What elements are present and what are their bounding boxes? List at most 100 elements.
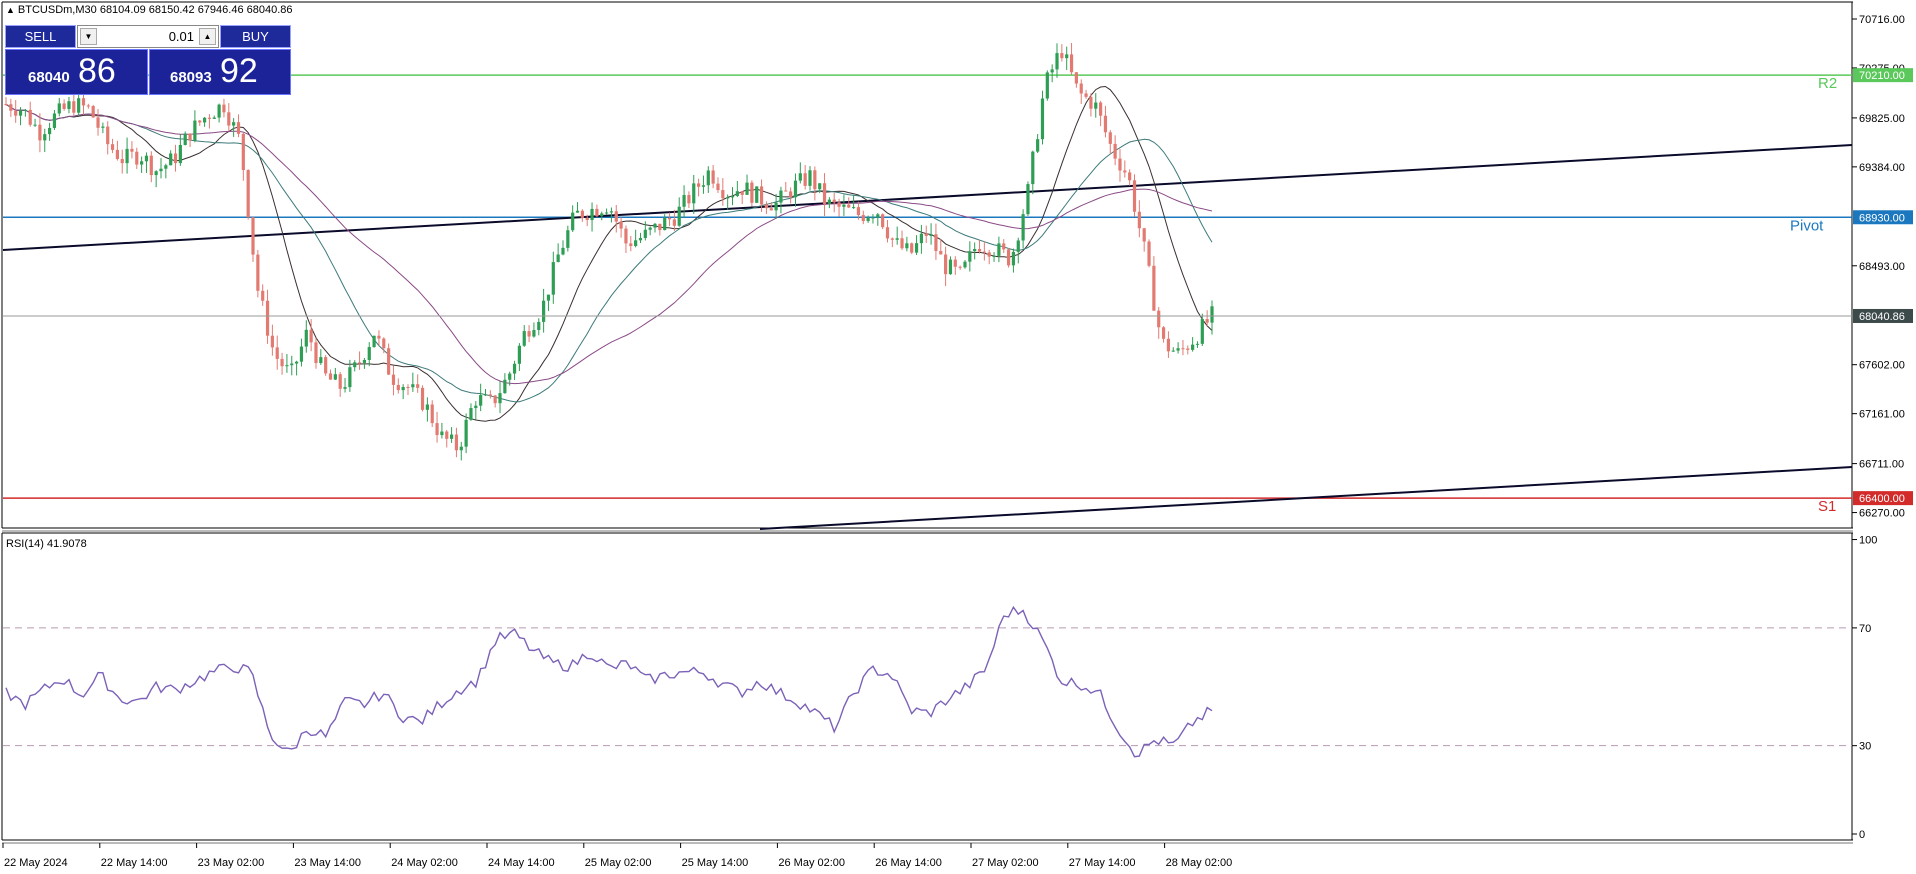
- candle: [261, 284, 265, 306]
- level-lines: R2 70210.00 Pivot 68930.00 S1 66400.00: [3, 68, 1913, 515]
- candle: [798, 162, 802, 184]
- candle: [876, 213, 880, 226]
- candle: [67, 96, 71, 114]
- candle: [396, 378, 400, 394]
- candle: [241, 132, 245, 181]
- price-tick-label: 66711.00: [1859, 459, 1904, 471]
- level-name: S1: [1818, 498, 1836, 515]
- level-pivot[interactable]: Pivot 68930.00: [3, 210, 1913, 234]
- candle: [808, 166, 812, 191]
- candle: [953, 256, 957, 275]
- sell-price-button[interactable]: 68040 86: [5, 49, 148, 95]
- candle: [18, 107, 23, 126]
- candle: [411, 372, 415, 392]
- candle: [512, 360, 517, 380]
- candle: [343, 378, 347, 393]
- buy-button[interactable]: BUY: [220, 25, 291, 48]
- time-tick-label: 26 May 02:00: [778, 857, 845, 869]
- candle: [110, 138, 115, 154]
- price-tick: 67161.00: [1852, 409, 1905, 421]
- candle: [115, 140, 119, 161]
- lot-increase-button[interactable]: ▲: [199, 28, 216, 45]
- main-chart-frame: [1, 1, 1853, 844]
- candle: [924, 225, 928, 243]
- candle: [963, 260, 967, 269]
- candle: [910, 242, 914, 255]
- candle: [619, 217, 623, 238]
- candle: [183, 131, 187, 146]
- symbol-header-text: BTCUSDm,M30 68104.09 68150.42 67946.46 6…: [17, 4, 293, 16]
- candle: [406, 384, 410, 395]
- candle: [580, 209, 584, 222]
- candle: [585, 214, 589, 227]
- candle: [91, 104, 95, 118]
- candle: [188, 133, 192, 148]
- candle: [1195, 341, 1200, 348]
- candle: [159, 158, 163, 179]
- time-tick-label: 27 May 14:00: [1069, 857, 1136, 869]
- candle: [265, 289, 270, 344]
- candle: [493, 394, 497, 408]
- candle: [1099, 100, 1103, 127]
- buy-price-button[interactable]: 68093 92: [149, 49, 291, 95]
- candle: [212, 115, 216, 119]
- candle: [280, 352, 284, 375]
- candle: [1200, 313, 1204, 346]
- candle: [135, 147, 139, 169]
- candle: [387, 343, 391, 375]
- rsi-scale-label: 70: [1859, 623, 1871, 635]
- candle: [251, 216, 255, 262]
- price-tick-label: 69384.00: [1859, 162, 1905, 174]
- lot-decrease-button[interactable]: ▼: [80, 28, 97, 45]
- candle: [638, 232, 643, 244]
- current-price-tag: [1853, 308, 1913, 323]
- candle: [764, 201, 769, 214]
- candle: [532, 322, 536, 338]
- price-tick: 69825.00: [1852, 113, 1905, 125]
- candle: [890, 237, 894, 248]
- sell-price-prefix: 68040: [28, 69, 70, 86]
- candle: [290, 355, 294, 376]
- candle: [1036, 134, 1040, 154]
- candle: [425, 397, 429, 422]
- candle: [1026, 181, 1030, 216]
- candle: [236, 114, 241, 138]
- candle: [38, 113, 42, 153]
- candle: [154, 170, 158, 188]
- candle: [1123, 160, 1127, 178]
- candle: [222, 98, 226, 118]
- candle: [1142, 227, 1146, 252]
- price-tick-label: 66270.00: [1859, 508, 1905, 520]
- level-r2[interactable]: R2 70210.00: [3, 68, 1913, 92]
- triangle-up-icon: ▲: [203, 32, 212, 41]
- time-tick: 24 May 14:00: [486, 843, 555, 869]
- sell-button[interactable]: SELL: [5, 25, 76, 48]
- candle: [178, 134, 182, 166]
- trendline-lower[interactable]: [759, 466, 1853, 530]
- trendlines[interactable]: [2, 144, 1853, 530]
- time-tick: 25 May 02:00: [583, 843, 652, 869]
- candle: [391, 365, 396, 396]
- trendline-upper[interactable]: [2, 144, 1853, 251]
- time-tick: 25 May 14:00: [680, 843, 748, 869]
- candle: [207, 114, 212, 129]
- time-tick-label: 27 May 02:00: [972, 857, 1039, 869]
- candle: [1050, 64, 1054, 83]
- lot-size-input[interactable]: [100, 28, 196, 45]
- candle: [1006, 247, 1011, 268]
- candle: [435, 411, 439, 443]
- candle: [328, 369, 333, 380]
- candle: [246, 169, 250, 220]
- candle: [735, 180, 739, 198]
- candle: [1021, 209, 1025, 249]
- candle: [14, 100, 18, 123]
- candle: [193, 110, 197, 143]
- level-s1[interactable]: S1 66400.00: [3, 491, 1913, 515]
- time-tick-label: 25 May 02:00: [585, 857, 652, 869]
- candle: [711, 164, 715, 189]
- candle: [759, 179, 764, 212]
- candle: [546, 294, 551, 311]
- candle: [687, 191, 691, 209]
- candle: [905, 236, 909, 252]
